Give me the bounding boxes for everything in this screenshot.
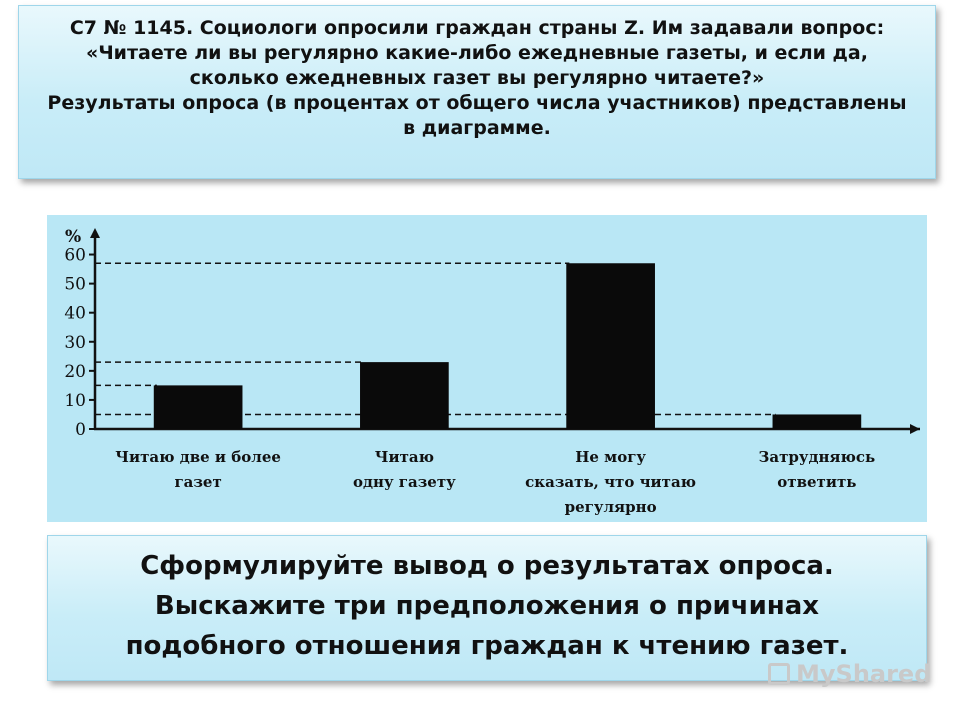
category-label: Не могу [575,448,646,466]
y-tick-label: 60 [64,246,86,266]
y-axis-arrow [90,228,100,238]
category-label: Читаю [375,448,434,466]
y-tick-label: 10 [64,391,86,411]
category-label: сказать, что читаю [525,473,696,491]
watermark: MyShared [768,660,931,688]
bar [566,263,655,429]
task-box: Сформулируйте вывод о результатах опроса… [47,535,927,681]
bar-chart: % 0 10 20 30 40 50 60 Читаю две и более газет Чита… [64,227,920,516]
presentation-icon [768,663,790,685]
watermark-text: MyShared [796,660,932,688]
x-axis-arrow [910,424,920,434]
y-tick-label: 30 [64,333,86,353]
category-label: газет [174,473,221,491]
question-box: С7 № 1145. Социологи опросили граждан ст… [18,5,936,179]
bar-chart-panel: % 0 10 20 30 40 50 60 Читаю две и более газет Чита… [47,215,927,522]
bar [772,414,862,429]
category-label: ответить [777,473,856,491]
task-line-3: подобного отношения граждан к чтению газ… [125,631,849,661]
question-line-1: С7 № 1145. Социологи опросили граждан ст… [69,17,885,39]
question-line-2: «Читаете ли вы регулярно какие-либо ежед… [86,42,868,64]
category-label: одну газету [353,473,456,491]
category-label: Читаю две и более [115,448,281,466]
y-tick-label: 40 [64,304,86,324]
bar [153,385,243,429]
category-label: регулярно [565,498,657,516]
bar [360,362,449,429]
task-line-1: Сформулируйте вывод о результатах опроса… [140,551,834,581]
question-line-4: Результаты опроса (в процентах от общего… [47,92,907,114]
category-label: Затрудняюсь [759,448,876,466]
question-line-5: в диаграмме. [403,117,551,139]
y-tick-label: 50 [64,275,86,295]
task-line-2: Выскажите три предположения о причинах [154,591,820,621]
y-tick-label: 0 [75,420,86,440]
y-axis-unit: % [65,227,81,247]
y-tick-label: 20 [64,362,86,382]
question-line-3: сколько ежедневных газет вы регулярно чи… [189,67,765,89]
